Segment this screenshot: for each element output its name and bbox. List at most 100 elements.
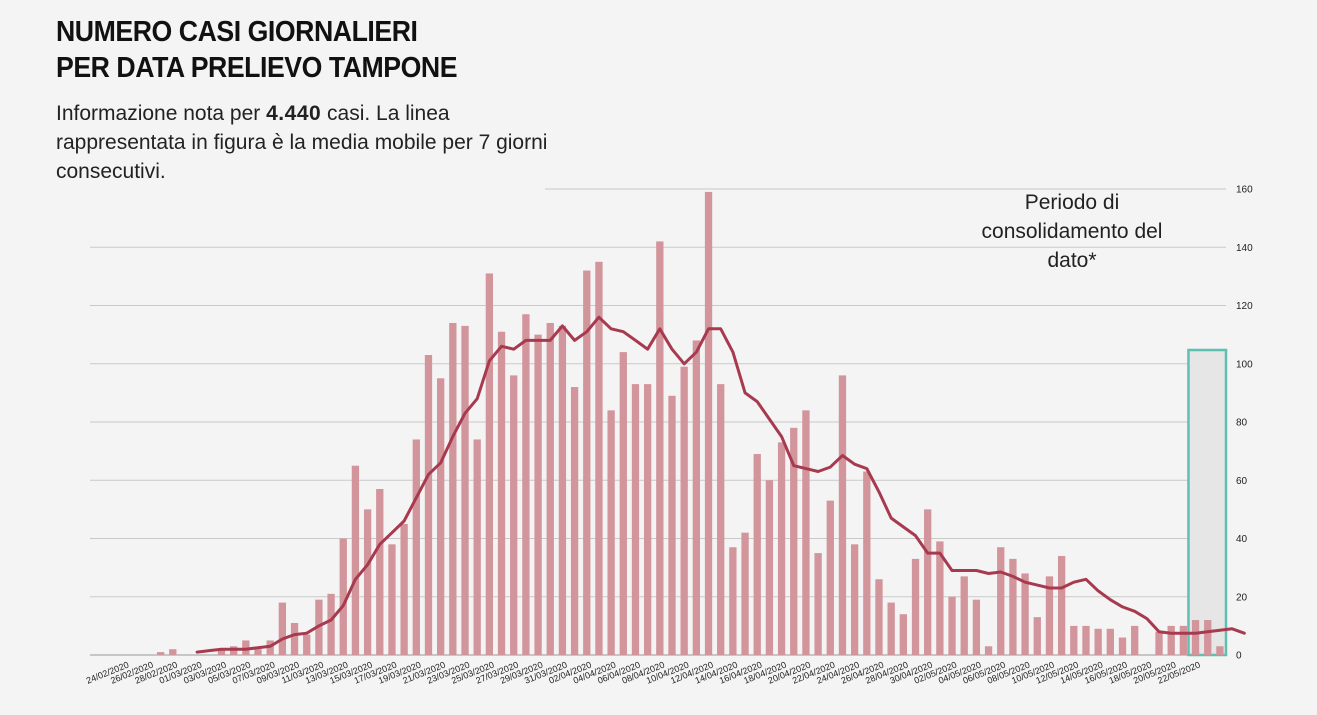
consolidation-period-note: Periodo di consolidamento del dato* xyxy=(981,191,1163,272)
total-cases-count: 4.440 xyxy=(266,102,322,125)
bar xyxy=(765,480,774,655)
bar xyxy=(960,576,968,655)
bar xyxy=(729,547,737,655)
bar xyxy=(583,270,591,655)
bar xyxy=(680,366,688,655)
consolidation-period-box xyxy=(1187,348,1228,657)
bar xyxy=(437,378,445,655)
bar xyxy=(753,454,761,655)
bar xyxy=(692,340,701,655)
bar xyxy=(619,352,627,655)
x-axis-ticks: 24/02/202026/02/202028/02/202001/03/2020… xyxy=(85,660,1202,686)
bar xyxy=(850,544,859,655)
moving-average-line xyxy=(195,315,1246,654)
bar xyxy=(1045,576,1054,655)
bar xyxy=(278,602,287,655)
chart-title: NUMERO CASI GIORNALIERI PER DATA PRELIEV… xyxy=(56,14,458,86)
chart-subtitle: Informazione nota per 4.440 casi. La lin… xyxy=(56,99,556,186)
bar xyxy=(1179,625,1188,655)
bar xyxy=(948,596,956,655)
bar xyxy=(400,523,408,655)
y-tick-label: 140 xyxy=(1236,243,1253,254)
bar xyxy=(254,649,262,655)
y-tick-label: 160 xyxy=(1236,185,1253,196)
bar xyxy=(351,465,360,655)
bar xyxy=(984,646,993,655)
bar xyxy=(936,541,944,655)
bar xyxy=(814,553,822,655)
bar xyxy=(303,634,311,655)
bar xyxy=(1155,631,1163,655)
bar xyxy=(485,273,494,655)
y-tick-label: 100 xyxy=(1236,359,1253,370)
bar xyxy=(875,579,883,655)
bar xyxy=(473,439,481,655)
bar xyxy=(668,395,676,655)
bar xyxy=(595,261,603,655)
bar xyxy=(156,652,165,655)
bar xyxy=(412,439,420,655)
bar xyxy=(1191,620,1200,655)
bar xyxy=(899,614,907,655)
bar xyxy=(169,649,177,655)
bar xyxy=(546,322,554,655)
bar xyxy=(838,375,847,655)
y-tick-label: 80 xyxy=(1236,418,1248,429)
bar xyxy=(826,500,834,655)
bar xyxy=(717,384,725,655)
bar xyxy=(1082,625,1090,655)
bar xyxy=(570,387,579,655)
bar xyxy=(924,509,932,655)
bar xyxy=(997,547,1005,655)
bar xyxy=(741,532,749,655)
bar xyxy=(1216,646,1224,655)
bar xyxy=(217,649,226,655)
title-line-2: PER DATA PRELIEVO TAMPONE xyxy=(56,52,458,84)
bar xyxy=(643,384,652,655)
bar xyxy=(887,602,895,655)
y-tick-label: 60 xyxy=(1236,476,1248,487)
bar xyxy=(388,544,396,655)
bar xyxy=(1057,555,1066,655)
bars-series xyxy=(156,191,1224,656)
bar xyxy=(1131,625,1139,655)
bar xyxy=(777,442,786,655)
bar xyxy=(911,558,920,655)
bar xyxy=(339,538,347,655)
bar xyxy=(290,622,299,655)
bar xyxy=(863,471,871,655)
subtitle-text-before: Informazione nota per xyxy=(56,102,267,125)
bar xyxy=(449,322,457,655)
bar xyxy=(424,355,433,655)
bar xyxy=(656,241,664,656)
y-tick-label: 40 xyxy=(1236,534,1248,545)
y-tick-label: 120 xyxy=(1236,301,1253,312)
bar xyxy=(1106,628,1114,655)
title-line-1: NUMERO CASI GIORNALIERI xyxy=(56,16,418,48)
bar xyxy=(1021,573,1029,655)
y-axis-ticks: 0 20 40 60 80 100 120 140 160 xyxy=(1236,185,1253,662)
y-tick-label: 20 xyxy=(1236,592,1248,603)
bar xyxy=(497,331,506,655)
bar xyxy=(558,325,567,655)
bar xyxy=(704,191,713,655)
bar xyxy=(510,375,518,655)
bar xyxy=(461,325,469,655)
bar xyxy=(1094,628,1102,655)
bar xyxy=(1009,558,1017,655)
y-tick-label: 0 xyxy=(1236,651,1242,662)
bar xyxy=(790,427,798,655)
bar xyxy=(1033,617,1041,655)
bar xyxy=(1167,625,1175,655)
bar xyxy=(363,509,372,655)
bar xyxy=(631,384,640,655)
bar xyxy=(1070,625,1078,655)
bar xyxy=(1204,620,1212,655)
bar xyxy=(522,314,530,655)
bar xyxy=(327,593,335,655)
bar xyxy=(1118,637,1127,655)
bar xyxy=(376,488,384,655)
bar xyxy=(534,334,542,655)
bar xyxy=(802,410,810,655)
